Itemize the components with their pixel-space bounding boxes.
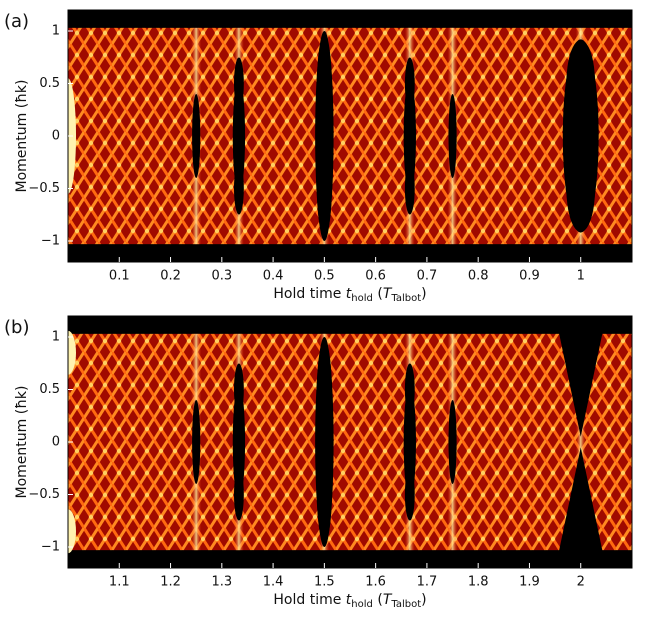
dark-lens: [192, 400, 201, 484]
y-tick-label: −0.5: [28, 487, 60, 502]
x-tick-label: 1.5: [314, 575, 335, 590]
x-tick-label: 0.1: [109, 269, 130, 284]
bright-edge: [68, 509, 76, 554]
x-tick-label: 0.8: [468, 269, 489, 284]
dark-wedge: [558, 331, 603, 553]
dark-lens: [448, 400, 457, 484]
x-tick-label: 0.4: [263, 269, 284, 284]
dark-lens: [233, 468, 244, 521]
y-tick-label: 1: [52, 330, 60, 345]
x-axis-label-part: ): [421, 286, 426, 302]
panel-label: (b): [4, 317, 29, 338]
y-tick-label: 0.5: [39, 76, 60, 91]
x-axis-label-part: T: [383, 286, 393, 302]
y-tick-label: −1: [41, 540, 60, 555]
y-axis-label: Momentum (ħk): [14, 386, 30, 499]
x-tick-label: 1.9: [519, 575, 540, 590]
dark-lens: [316, 36, 332, 131]
x-axis-label-part: (: [373, 592, 383, 608]
x-tick-label: 1.3: [211, 575, 232, 590]
x-tick-label: 1: [577, 269, 585, 284]
x-axis-label-part: ): [421, 592, 426, 608]
dark-lens: [448, 94, 457, 178]
x-axis-label-part: t: [346, 286, 352, 302]
carpet: [68, 27, 632, 245]
y-tick-label: 0: [52, 129, 60, 144]
x-axis-label-part: Talbot: [390, 293, 421, 304]
dark-lens: [233, 162, 244, 215]
x-tick-label: 1.8: [468, 575, 489, 590]
x-tick-label: 0.3: [211, 269, 232, 284]
x-tick-label: 0.2: [160, 269, 181, 284]
x-axis-label-part: Talbot: [390, 599, 421, 610]
dark-lens: [233, 363, 244, 416]
y-tick-label: 0.5: [39, 382, 60, 397]
dark-lens: [566, 145, 596, 232]
x-axis-label-part: T: [383, 592, 393, 608]
dark-lens: [403, 384, 416, 500]
x-axis-label: Hold time thold (TTalbot): [273, 286, 426, 304]
panel-label: (a): [4, 11, 29, 32]
x-tick-label: 1.7: [417, 575, 438, 590]
x-axis-label-part: Hold time: [273, 286, 345, 302]
x-tick-label: 2: [577, 575, 585, 590]
bright-edge: [68, 330, 76, 375]
dark-lens: [403, 78, 416, 194]
dark-lens: [232, 384, 246, 500]
y-tick-label: 0: [52, 435, 60, 450]
dark-lens: [404, 468, 415, 521]
x-tick-label: 0.7: [417, 269, 438, 284]
y-tick-label: −1: [41, 234, 60, 249]
x-tick-label: 1.6: [365, 575, 386, 590]
x-axis-label: Hold time thold (TTalbot): [273, 592, 426, 610]
x-axis-label-part: Hold time: [273, 592, 345, 608]
heatmap: [68, 10, 632, 262]
x-axis-label-part: hold: [351, 293, 373, 304]
dark-lens: [316, 342, 332, 437]
dark-lens: [316, 141, 332, 236]
dark-lens: [404, 162, 415, 215]
y-axis-label: Momentum (ħk): [14, 80, 30, 193]
x-tick-label: 0.5: [314, 269, 335, 284]
x-tick-label: 1.2: [160, 575, 181, 590]
x-tick-label: 0.9: [519, 269, 540, 284]
y-tick-label: −0.5: [28, 181, 60, 196]
x-axis-label-part: (: [373, 286, 383, 302]
bright-line: [575, 333, 586, 551]
x-axis-label-part: t: [346, 592, 352, 608]
dark-lens: [232, 78, 246, 194]
dark-lens: [233, 57, 244, 110]
x-tick-label: 1.1: [109, 575, 130, 590]
carpet: [68, 333, 632, 551]
y-tick-label: 1: [52, 24, 60, 39]
dark-lens: [566, 40, 596, 127]
heatmap: [68, 316, 632, 568]
dark-lens: [316, 447, 332, 542]
x-axis-label-part: hold: [351, 599, 373, 610]
x-tick-label: 0.6: [365, 269, 386, 284]
dark-lens: [404, 363, 415, 416]
dark-lens: [404, 57, 415, 110]
dark-lens: [192, 94, 201, 178]
x-tick-label: 1.4: [263, 575, 284, 590]
